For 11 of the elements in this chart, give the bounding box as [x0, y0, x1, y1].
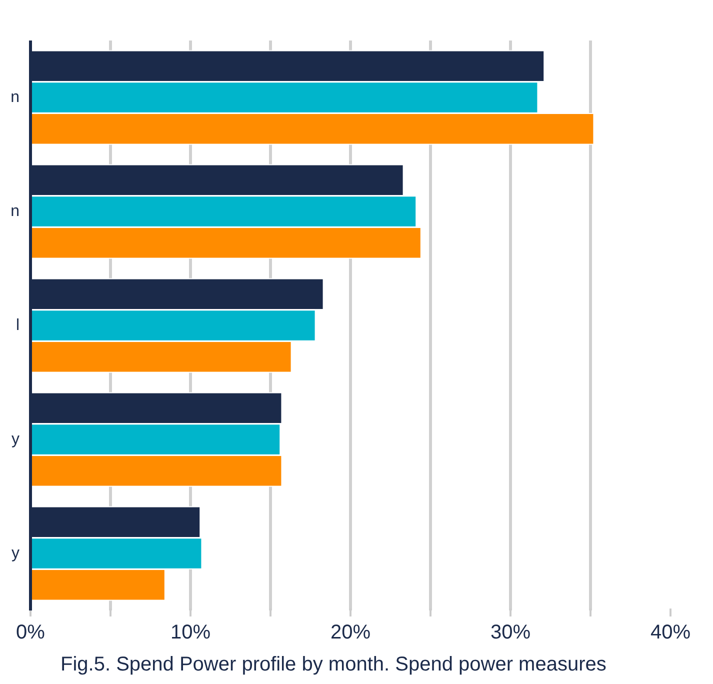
x-tick-label: 20%	[330, 622, 371, 644]
x-tick-label: 40%	[650, 622, 691, 644]
y-tick-label: n	[10, 203, 20, 220]
x-tick-label: 10%	[170, 622, 211, 644]
x-tick-label: 30%	[490, 622, 531, 644]
y-tick-label: n	[10, 89, 20, 106]
y-tick-label: y	[12, 431, 20, 448]
y-tick-label: l	[16, 317, 20, 334]
y-tick-label: y	[12, 545, 20, 562]
caption: Fig.5. Spend Power profile by month. Spend power measures	[60, 654, 606, 676]
x-tick-label: 0%	[16, 622, 46, 644]
